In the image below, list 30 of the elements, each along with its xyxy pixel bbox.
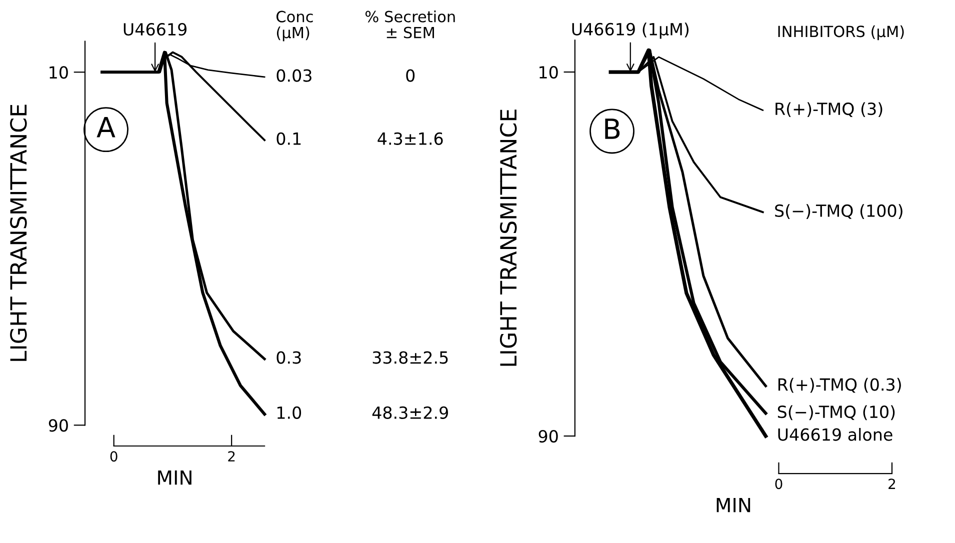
x-axis-title: MIN [158, 470, 192, 485]
series-label: R(+)-TMQ (0.3) [778, 378, 901, 393]
text: A [96, 116, 116, 138]
text: 0 [406, 69, 415, 82]
text: B [605, 118, 620, 139]
y-axis-title: LIGHT TRANSMITTANCE [500, 110, 517, 366]
x-tick-label: 2 [228, 451, 235, 462]
annotation: INHIBITORS (μM) [778, 25, 904, 40]
text: % Secretion ± SEM [365, 10, 455, 38]
series-label: 0.1 [276, 132, 301, 145]
text: 33.8±2.5 [372, 351, 448, 364]
y-tick-label: 90 [48, 419, 68, 432]
series-label: S(−)-TMQ (100) [775, 204, 902, 219]
series-label: 1.0 [277, 406, 302, 419]
text: 48.3±2.9 [372, 406, 448, 419]
annotation: U46619 [124, 22, 186, 36]
y-tick-label: 90 [538, 430, 558, 443]
series-label: 0.03 [276, 69, 312, 82]
series-label: R(+)-TMQ (3) [776, 102, 882, 118]
series-label: 0.3 [276, 351, 301, 364]
y-tick-label: 10 [50, 66, 68, 79]
y-axis-title: LIGHT TRANSMITTANCE [10, 104, 27, 361]
series-label: S(−)-TMQ (10) [778, 405, 895, 420]
y-tick-label: 10 [540, 66, 558, 79]
x-axis-title: MIN [716, 498, 750, 512]
x-tick-label: 2 [888, 478, 895, 489]
annotation: U46619 (1μM) [572, 22, 689, 39]
text: 4.3±1.6 [378, 132, 443, 145]
series-label: U46619 alone [778, 428, 892, 441]
text: Conc (μM) [276, 10, 313, 42]
